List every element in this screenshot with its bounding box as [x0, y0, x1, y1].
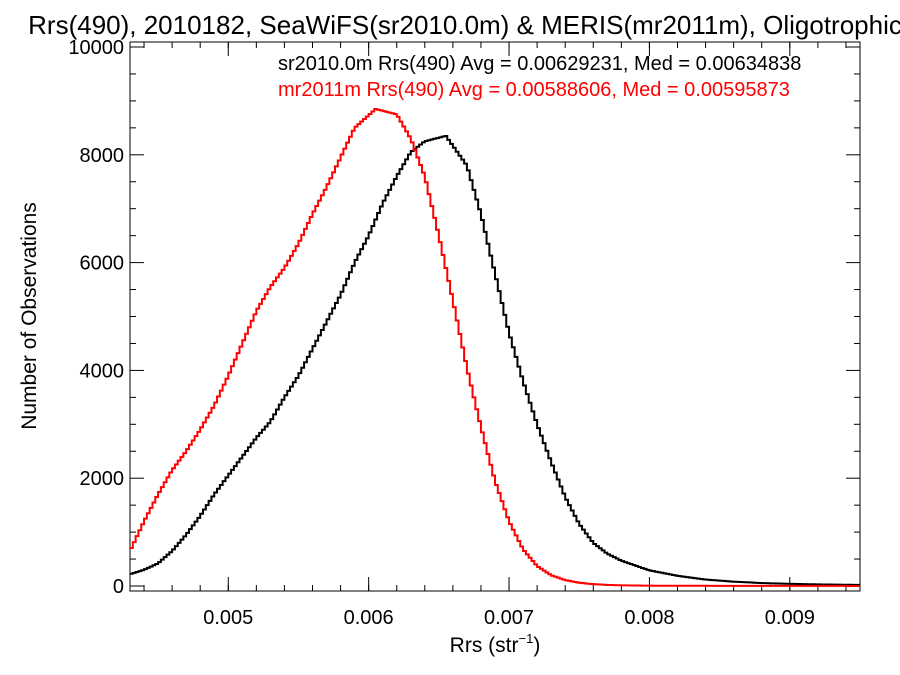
series-line-sr2010.0m	[130, 134, 860, 586]
chart-title: Rrs(490), 2010182, SeaWiFS(sr2010.0m) & …	[28, 10, 900, 40]
y-tick-label-1: 2000	[80, 468, 125, 490]
legend-entry-mr2011: mr2011m Rrs(490) Avg = 0.00588606, Med =…	[278, 79, 790, 101]
x-tick-label-4: 0.009	[765, 607, 815, 629]
y-tick-label-2: 4000	[80, 360, 125, 382]
x-axis-label-main: Rrs (str	[450, 634, 519, 657]
series-layer	[130, 107, 860, 587]
y-tick-label-5: 10000	[68, 37, 124, 59]
x-tick-label-0: 0.005	[203, 607, 253, 629]
x-tick-label-1: 0.006	[344, 607, 394, 629]
x-axis-label-sup: −1	[519, 631, 534, 646]
y-axis-label: Number of Observations	[18, 202, 41, 430]
series-line-mr2011m	[130, 107, 860, 587]
plot-frame	[129, 41, 861, 592]
x-axis-label-close: )	[533, 634, 540, 657]
x-axis-ticks: 0.005 0.006 0.007 0.008 0.009	[143, 42, 847, 629]
y-tick-label-4: 8000	[80, 145, 125, 167]
x-tick-label-2: 0.007	[484, 607, 534, 629]
x-axis-label: Rrs (str−1)	[450, 631, 541, 657]
legend-entry-sr2010: sr2010.0m Rrs(490) Avg = 0.00629231, Med…	[278, 53, 801, 75]
y-tick-label-3: 6000	[80, 253, 125, 275]
y-axis-ticks: 0 2000 4000 6000 8000 10000	[68, 37, 860, 598]
y-tick-label-0: 0	[113, 576, 124, 598]
x-tick-label-3: 0.008	[624, 607, 674, 629]
